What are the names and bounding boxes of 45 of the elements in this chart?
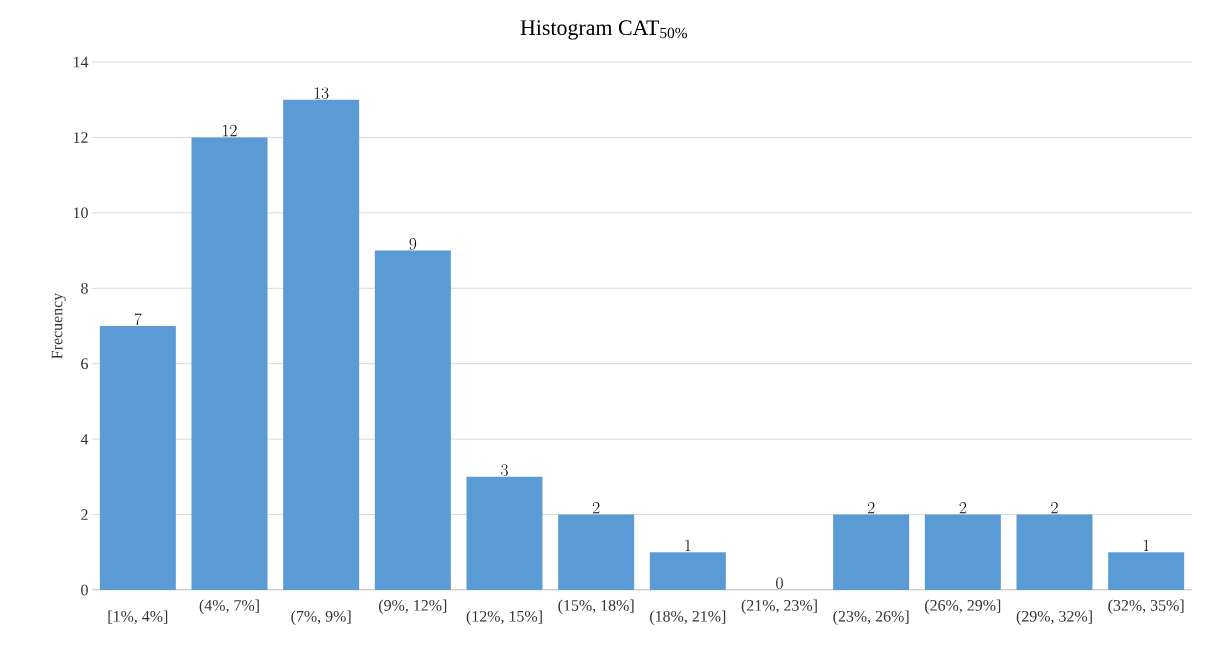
bar — [558, 514, 635, 590]
bar — [191, 137, 268, 590]
x-tick-label: (18%, 21%] — [650, 610, 726, 625]
y-tick-label: 8 — [81, 282, 88, 294]
bar — [924, 514, 1001, 590]
bar — [833, 514, 910, 590]
bar — [283, 99, 360, 590]
data-label: 2 — [592, 502, 600, 514]
data-label: 7 — [134, 313, 142, 326]
x-tick-label: (32%, 35%] — [1108, 599, 1184, 614]
x-tick-label: (26%, 29%] — [925, 599, 1001, 614]
x-tick-label: [1%, 4%] — [108, 610, 168, 624]
bar — [99, 326, 176, 590]
x-tick-label: (7%, 9%] — [291, 610, 351, 625]
chart-title: Histogram CAT$_{50%}$ — [520, 20, 687, 40]
bar — [1016, 514, 1093, 590]
data-label: 1 — [685, 539, 691, 552]
y-tick-label: 0 — [81, 584, 88, 596]
bar — [1108, 552, 1185, 590]
bar — [466, 476, 543, 590]
bar — [649, 552, 726, 590]
x-tick-label: (29%, 32%] — [1016, 610, 1092, 625]
y-axis-title: Frecuency — [51, 292, 66, 359]
data-label: 13 — [314, 87, 329, 99]
x-tick-label: (12%, 15%] — [466, 610, 542, 625]
x-tick-label: (4%, 7%] — [199, 599, 259, 614]
data-label: 2 — [959, 502, 967, 514]
x-tick-label: (9%, 12%] — [379, 599, 447, 614]
x-tick-label: (21%, 23%] — [741, 599, 817, 614]
data-label: 0 — [776, 577, 783, 590]
data-label: 12 — [223, 124, 237, 137]
y-tick-label: 4 — [80, 433, 89, 445]
x-tick-label: (15%, 18%] — [558, 599, 634, 614]
y-tick-label: 10 — [73, 207, 88, 219]
y-tick-label: 12 — [73, 132, 88, 143]
data-label: 2 — [867, 502, 875, 514]
data-label: 1 — [1143, 539, 1149, 552]
data-label: 3 — [501, 464, 508, 476]
bar — [374, 250, 451, 590]
y-tick-label: 6 — [81, 358, 89, 370]
data-label: 2 — [1051, 502, 1058, 514]
data-label: 9 — [409, 238, 417, 250]
x-tick-label: (23%, 26%] — [833, 610, 909, 625]
y-tick-label: 14 — [73, 56, 89, 68]
y-tick-label: 2 — [81, 509, 88, 520]
